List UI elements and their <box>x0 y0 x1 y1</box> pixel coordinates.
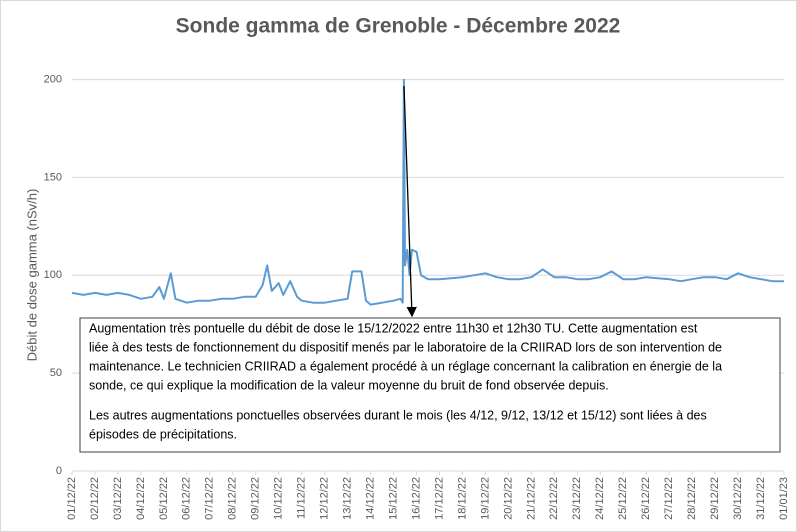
annotation-line: Les autres augmentations ponctuelles obs… <box>89 408 707 422</box>
x-tick-label: 01/01/23 <box>778 477 790 520</box>
x-tick-label: 21/12/22 <box>525 477 537 520</box>
x-tick-label: 17/12/22 <box>433 477 445 520</box>
x-tick-label: 19/12/22 <box>479 477 491 520</box>
annotation: Augmentation très pontuelle du débit de … <box>89 321 722 441</box>
data-line <box>71 78 784 306</box>
x-tick-label: 29/12/22 <box>709 477 721 520</box>
grid: 0 50 100 150 200 01/12/22 02/12/22 03/12/22 04/1… <box>44 73 790 519</box>
annotation-line: sonde, ce qui explique la modification d… <box>89 378 609 392</box>
x-tick-label: 26/12/22 <box>640 477 652 520</box>
x-tick-label: 13/12/22 <box>342 477 354 520</box>
x-tick-label: 03/12/22 <box>112 477 124 520</box>
x-tick-label: 24/12/22 <box>594 477 606 520</box>
x-tick-label: 12/12/22 <box>319 477 331 520</box>
x-tick-label: 22/12/22 <box>548 477 560 520</box>
annotation-line: maintenance. Le technicien CRIIRAD a éga… <box>89 359 722 373</box>
y-axis-title: Débit de dose gamma (nSv/h) <box>24 189 39 362</box>
plot <box>71 78 784 306</box>
x-tick-label: 09/12/22 <box>250 477 262 520</box>
y-tick-label: 200 <box>44 73 62 85</box>
x-tick-label: 20/12/22 <box>502 477 514 520</box>
x-tick-label: 04/12/22 <box>135 477 147 520</box>
x-tick-label: 01/12/22 <box>66 477 78 520</box>
annotation-arrow <box>403 85 417 318</box>
chart-title: Sonde gamma de Grenoble - Décembre 2022 <box>176 15 621 38</box>
x-tick-label: 11/12/22 <box>296 477 308 519</box>
annotation-box <box>79 317 781 453</box>
x-tick-label: 31/12/22 <box>755 477 767 520</box>
annotation-line: Augmentation très pontuelle du débit de … <box>89 321 698 335</box>
x-tick-label: 07/12/22 <box>204 477 216 520</box>
x-tick-label: 25/12/22 <box>617 477 629 520</box>
x-tick-label: 10/12/22 <box>273 477 285 520</box>
x-tick-label: 14/12/22 <box>364 477 376 520</box>
x-tick-label: 27/12/22 <box>663 477 675 520</box>
x-tick-label: 28/12/22 <box>686 477 698 520</box>
x-tick-label: 30/12/22 <box>732 477 744 520</box>
x-tick-label: 08/12/22 <box>227 477 239 520</box>
x-tick-label: 06/12/22 <box>181 477 193 520</box>
x-tick-label: 02/12/22 <box>89 477 101 520</box>
x-tick-label: 18/12/22 <box>456 477 468 520</box>
x-tick-label: 05/12/22 <box>158 477 170 520</box>
y-tick-label: 150 <box>44 171 62 183</box>
annotation-line: liée à des tests de fonctionnement du di… <box>89 340 722 354</box>
x-tick-label: 23/12/22 <box>571 477 583 520</box>
y-tick-label: 100 <box>44 269 62 281</box>
y-tick-label: 0 <box>56 465 62 477</box>
x-tick-label: 16/12/22 <box>410 477 422 520</box>
x-tick-label: 15/12/22 <box>387 477 399 520</box>
y-tick-label: 50 <box>50 367 62 379</box>
annotation-line: épisodes de précipitations. <box>89 427 237 441</box>
